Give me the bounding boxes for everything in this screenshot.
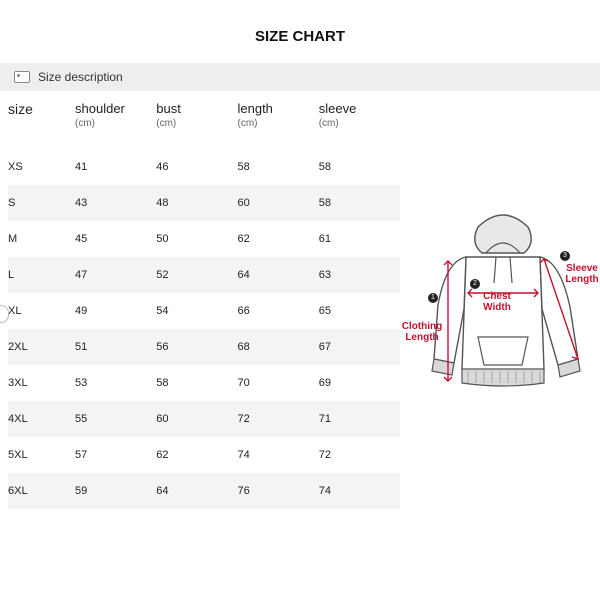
col-size: size xyxy=(8,91,75,149)
table-row: XS41465858 xyxy=(8,149,400,185)
cell-value: 47 xyxy=(75,257,156,293)
col-length: length (cm) xyxy=(237,91,318,149)
table-row: L47526463 xyxy=(8,257,400,293)
cell-value: 71 xyxy=(319,401,400,437)
table-row: 4XL55607271 xyxy=(8,401,400,437)
col-bust: bust (cm) xyxy=(156,91,237,149)
cell-value: 43 xyxy=(75,185,156,221)
cell-value: 64 xyxy=(237,257,318,293)
cell-size: 5XL xyxy=(8,437,75,473)
table-row: M45506261 xyxy=(8,221,400,257)
col-shoulder: shoulder (cm) xyxy=(75,91,156,149)
cell-value: 56 xyxy=(156,329,237,365)
cell-value: 74 xyxy=(319,473,400,509)
cell-value: 46 xyxy=(156,149,237,185)
cell-value: 69 xyxy=(319,365,400,401)
cell-value: 65 xyxy=(319,293,400,329)
cell-value: 72 xyxy=(237,401,318,437)
cell-value: 57 xyxy=(75,437,156,473)
cell-size: 3XL xyxy=(8,365,75,401)
cell-value: 63 xyxy=(319,257,400,293)
table-row: 5XL57627472 xyxy=(8,437,400,473)
cell-value: 54 xyxy=(156,293,237,329)
cell-size: L xyxy=(8,257,75,293)
label-clothing-length: Clothing Length xyxy=(396,321,448,343)
cell-value: 61 xyxy=(319,221,400,257)
cell-value: 58 xyxy=(319,185,400,221)
cell-size: 4XL xyxy=(8,401,75,437)
label-chest-width: Chest Width xyxy=(472,291,522,313)
cell-value: 50 xyxy=(156,221,237,257)
cell-value: 49 xyxy=(75,293,156,329)
table-row: S43486058 xyxy=(8,185,400,221)
table-body: XS41465858S43486058M45506261L47526463XL4… xyxy=(8,149,400,509)
cell-value: 60 xyxy=(237,185,318,221)
cell-value: 58 xyxy=(237,149,318,185)
table-row: 3XL53587069 xyxy=(8,365,400,401)
cell-value: 58 xyxy=(319,149,400,185)
cell-value: 62 xyxy=(237,221,318,257)
table-header-row: size shoulder (cm) bust (cm) length (cm) xyxy=(8,91,400,149)
cell-value: 62 xyxy=(156,437,237,473)
cell-value: 55 xyxy=(75,401,156,437)
label-sleeve-length: Sleeve Length xyxy=(560,263,600,285)
cell-value: 70 xyxy=(237,365,318,401)
cell-value: 53 xyxy=(75,365,156,401)
page-title: SIZE CHART xyxy=(0,0,600,63)
section-label: Size description xyxy=(38,70,123,84)
table-row: 2XL51566867 xyxy=(8,329,400,365)
cell-size: S xyxy=(8,185,75,221)
cell-value: 58 xyxy=(156,365,237,401)
cell-value: 64 xyxy=(156,473,237,509)
size-table: size shoulder (cm) bust (cm) length (cm) xyxy=(8,91,400,509)
marker-3-icon: 3 xyxy=(560,251,570,261)
cell-value: 74 xyxy=(237,437,318,473)
cell-value: 41 xyxy=(75,149,156,185)
cell-value: 45 xyxy=(75,221,156,257)
cell-value: 48 xyxy=(156,185,237,221)
cell-value: 67 xyxy=(319,329,400,365)
marker-1-icon: 1 xyxy=(428,293,438,303)
cell-size: 2XL xyxy=(8,329,75,365)
cell-size: M xyxy=(8,221,75,257)
cell-value: 76 xyxy=(237,473,318,509)
cell-value: 59 xyxy=(75,473,156,509)
col-sleeve: sleeve (cm) xyxy=(319,91,400,149)
cell-value: 60 xyxy=(156,401,237,437)
size-desc-icon xyxy=(14,71,30,83)
hoodie-diagram: 1 2 3 Clothing Length Chest Width Sleeve… xyxy=(400,201,600,461)
cell-size: XL xyxy=(8,293,75,329)
cell-size: XS xyxy=(8,149,75,185)
size-table-container: size shoulder (cm) bust (cm) length (cm) xyxy=(0,91,400,509)
cell-value: 52 xyxy=(156,257,237,293)
cell-value: 72 xyxy=(319,437,400,473)
cell-value: 66 xyxy=(237,293,318,329)
table-row: 6XL59647674 xyxy=(8,473,400,509)
marker-2-icon: 2 xyxy=(470,279,480,289)
cell-size: 6XL xyxy=(8,473,75,509)
cell-value: 68 xyxy=(237,329,318,365)
cell-value: 51 xyxy=(75,329,156,365)
table-row: XL49546665 xyxy=(8,293,400,329)
section-header: Size description xyxy=(0,63,600,91)
